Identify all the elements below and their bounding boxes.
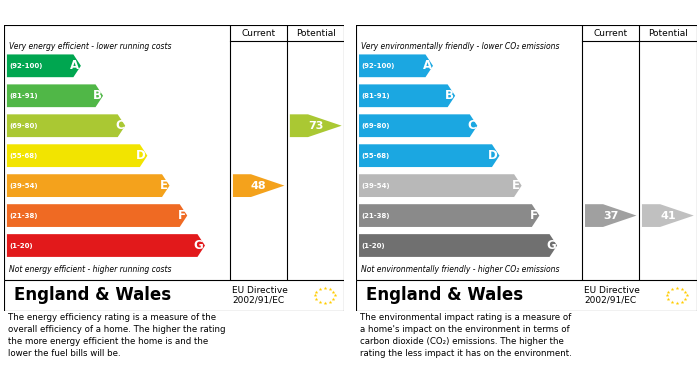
Polygon shape	[7, 84, 103, 107]
Text: (92-100): (92-100)	[361, 63, 395, 69]
Text: (92-100): (92-100)	[9, 63, 43, 69]
Text: Potential: Potential	[296, 29, 336, 38]
Text: Environmental Impact (CO₂) Rating: Environmental Impact (CO₂) Rating	[364, 6, 610, 19]
Text: The environmental impact rating is a measure of
a home's impact on the environme: The environmental impact rating is a mea…	[360, 313, 572, 358]
Polygon shape	[7, 174, 169, 197]
Text: EU Directive
2002/91/EC: EU Directive 2002/91/EC	[232, 285, 288, 305]
Text: B: B	[92, 89, 102, 102]
Text: D: D	[136, 149, 146, 162]
Polygon shape	[585, 204, 636, 227]
Text: (69-80): (69-80)	[361, 123, 390, 129]
Text: Potential: Potential	[648, 29, 688, 38]
Polygon shape	[359, 144, 500, 167]
Text: Not energy efficient - higher running costs: Not energy efficient - higher running co…	[8, 265, 171, 274]
Text: E: E	[512, 179, 520, 192]
Text: England & Wales: England & Wales	[14, 286, 171, 304]
Polygon shape	[7, 144, 148, 167]
Text: A: A	[423, 59, 432, 72]
Text: (1-20): (1-20)	[9, 242, 33, 249]
Polygon shape	[359, 54, 433, 77]
Text: (21-38): (21-38)	[9, 213, 38, 219]
Text: G: G	[546, 239, 556, 252]
Text: Very environmentally friendly - lower CO₂ emissions: Very environmentally friendly - lower CO…	[360, 42, 559, 51]
Text: 73: 73	[308, 121, 323, 131]
Text: (55-68): (55-68)	[361, 152, 390, 159]
Text: Not environmentally friendly - higher CO₂ emissions: Not environmentally friendly - higher CO…	[360, 265, 559, 274]
Text: E: E	[160, 179, 168, 192]
Text: The energy efficiency rating is a measure of the
overall efficiency of a home. T: The energy efficiency rating is a measur…	[8, 313, 226, 358]
Text: 41: 41	[660, 211, 675, 221]
Text: Very energy efficient - lower running costs: Very energy efficient - lower running co…	[8, 42, 171, 51]
Text: (39-54): (39-54)	[9, 183, 38, 188]
Text: EU Directive
2002/91/EC: EU Directive 2002/91/EC	[584, 285, 640, 305]
Polygon shape	[233, 174, 284, 197]
Text: (55-68): (55-68)	[9, 152, 38, 159]
Text: C: C	[467, 119, 476, 132]
Text: D: D	[489, 149, 498, 162]
Text: C: C	[115, 119, 124, 132]
Text: F: F	[178, 209, 186, 222]
Polygon shape	[359, 234, 557, 257]
Text: (39-54): (39-54)	[361, 183, 390, 188]
Text: (1-20): (1-20)	[361, 242, 385, 249]
Polygon shape	[359, 114, 477, 137]
Polygon shape	[7, 54, 81, 77]
Polygon shape	[359, 84, 455, 107]
Polygon shape	[359, 204, 539, 227]
Text: (81-91): (81-91)	[9, 93, 38, 99]
Text: England & Wales: England & Wales	[366, 286, 523, 304]
Text: Current: Current	[241, 29, 276, 38]
Polygon shape	[7, 204, 187, 227]
Text: 37: 37	[603, 211, 619, 221]
Polygon shape	[290, 114, 342, 137]
Text: 48: 48	[251, 181, 267, 191]
Polygon shape	[359, 174, 522, 197]
Text: G: G	[194, 239, 204, 252]
Text: (69-80): (69-80)	[9, 123, 38, 129]
Text: (81-91): (81-91)	[361, 93, 390, 99]
Text: F: F	[530, 209, 538, 222]
Text: Energy Efficiency Rating: Energy Efficiency Rating	[12, 6, 183, 19]
Polygon shape	[7, 114, 125, 137]
Text: Current: Current	[594, 29, 628, 38]
Polygon shape	[642, 204, 694, 227]
Text: B: B	[444, 89, 454, 102]
Polygon shape	[7, 234, 205, 257]
Text: A: A	[71, 59, 80, 72]
Text: (21-38): (21-38)	[361, 213, 390, 219]
